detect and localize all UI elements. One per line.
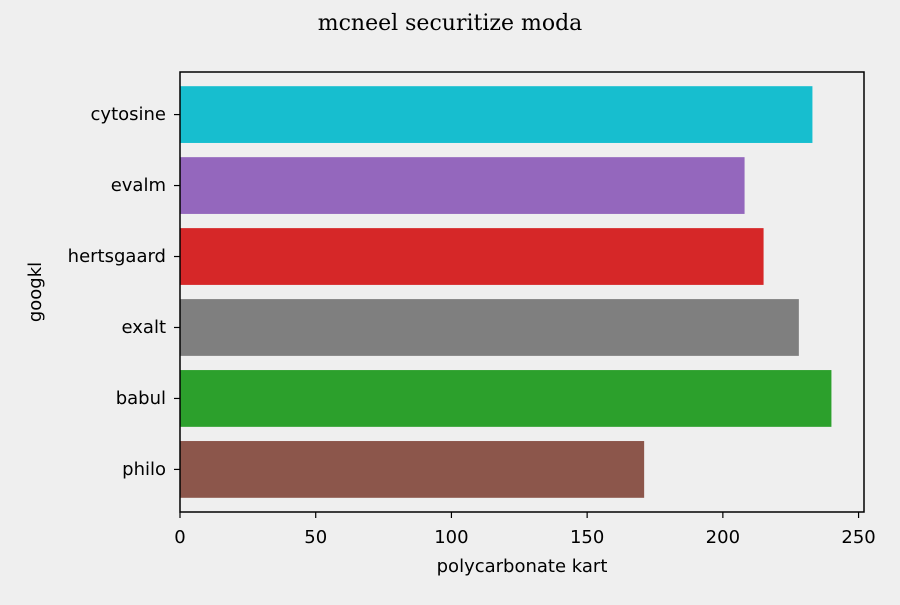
x-tick-label: 200	[706, 527, 740, 548]
plot-area	[180, 72, 864, 512]
bar-philo	[180, 441, 645, 498]
bar-cytosine	[180, 86, 813, 143]
y-tick-label: hertsgaard	[68, 246, 166, 267]
x-axis-label: polycarbonate kart	[437, 556, 608, 577]
y-tick-label: babul	[116, 388, 166, 409]
bar-evalm	[180, 157, 745, 214]
bar-babul	[180, 370, 832, 427]
chart-title: mcneel securitize moda	[318, 11, 583, 36]
x-tick-label: 100	[434, 527, 468, 548]
bar-exalt	[180, 299, 799, 356]
bars-layer	[180, 86, 832, 498]
y-tick-label: cytosine	[91, 104, 166, 125]
y-tick-label: evalm	[111, 175, 166, 196]
x-tick-label: 150	[570, 527, 604, 548]
x-ticks: 0 50 100 150 200 250	[174, 512, 876, 548]
y-axis-label: googkl	[25, 262, 46, 322]
y-tick-label: exalt	[122, 317, 167, 338]
bar-hertsgaard	[180, 228, 764, 285]
x-tick-label: 0	[174, 527, 185, 548]
y-tick-label: philo	[122, 459, 166, 480]
x-tick-label: 250	[841, 527, 875, 548]
y-ticks: cytosine evalm hertsgaard exalt babul philo	[68, 104, 180, 480]
x-tick-label: 50	[304, 527, 327, 548]
plot-frame	[179, 71, 865, 513]
